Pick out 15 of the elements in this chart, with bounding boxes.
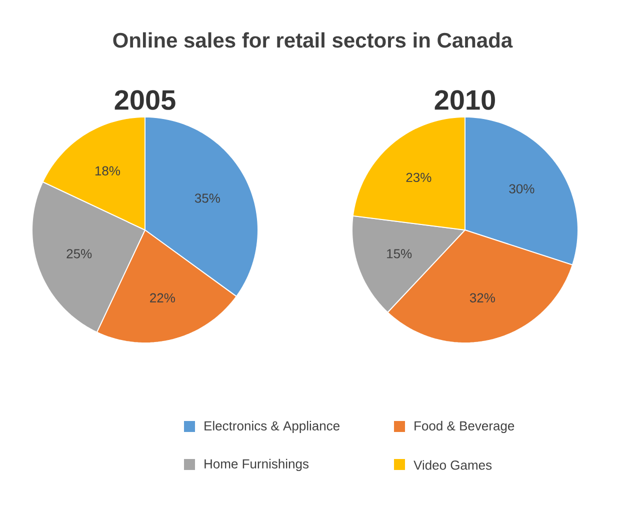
data-label: 35% (194, 194, 220, 203)
legend-label: Electronics & Appliance (204, 420, 340, 434)
data-label: 25% (66, 249, 92, 258)
chart-title: Online sales for retail sectors in Canada (113, 32, 513, 48)
chart-title: 2010 (434, 90, 495, 110)
legend-label: Video Games (414, 460, 492, 470)
data-label: 22% (150, 293, 175, 302)
data-label: 18% (95, 166, 120, 176)
legend-label: Home Furnishings (204, 458, 309, 472)
legend-label: Food & Beverage (414, 420, 514, 434)
data-label: 32% (470, 293, 495, 302)
data-label: 23% (406, 172, 432, 182)
chart-subtitle: 2005 (114, 90, 176, 110)
data-label: 15% (387, 249, 412, 258)
data-label: 30% (509, 184, 534, 194)
